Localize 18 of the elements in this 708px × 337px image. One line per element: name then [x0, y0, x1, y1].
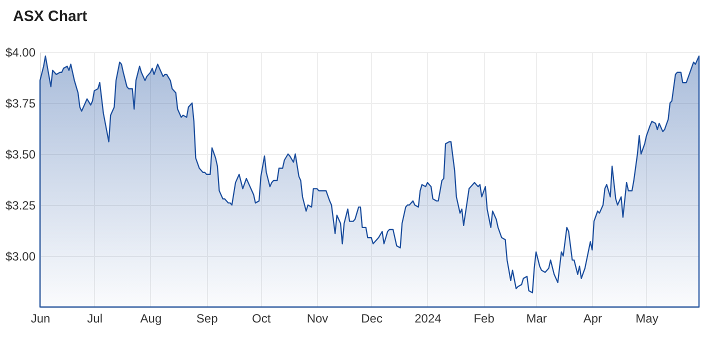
x-tick-label: Sep [196, 312, 218, 326]
x-tick-label: Jun [30, 312, 50, 326]
x-tick-label: Nov [306, 312, 328, 326]
x-tick-label: Mar [526, 312, 547, 326]
y-tick-label: $3.50 [5, 148, 36, 162]
x-tick-label: 2024 [414, 312, 442, 326]
x-tick-label: Aug [140, 312, 162, 326]
y-tick-label: $3.25 [5, 198, 36, 212]
y-tick-label: $3.00 [5, 250, 36, 264]
y-tick-label: $4.00 [5, 46, 36, 60]
x-tick-label: Feb [474, 312, 495, 326]
chart-title: ASX Chart [13, 8, 88, 25]
x-tick-label: Jul [87, 312, 102, 326]
x-tick-label: Dec [361, 312, 382, 326]
x-tick-label: Apr [583, 312, 602, 326]
x-tick-label: Oct [252, 312, 272, 326]
x-tick-label: May [636, 312, 658, 326]
y-tick-label: $3.75 [5, 96, 36, 110]
